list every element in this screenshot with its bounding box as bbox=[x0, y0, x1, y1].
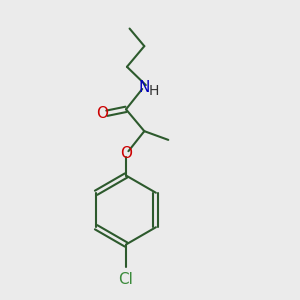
Text: O: O bbox=[96, 106, 108, 121]
Text: Cl: Cl bbox=[118, 272, 134, 286]
Text: H: H bbox=[148, 83, 158, 98]
Text: O: O bbox=[120, 146, 132, 160]
Text: N: N bbox=[139, 80, 150, 95]
